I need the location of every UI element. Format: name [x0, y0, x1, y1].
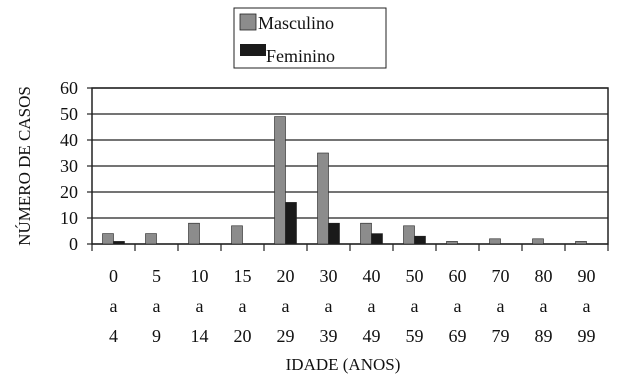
y-tick-label: 40 — [60, 130, 78, 150]
x-tick-label: 0 — [109, 266, 118, 286]
legend: Masculino Feminino — [233, 7, 387, 69]
x-tick-label: 9 — [152, 326, 161, 346]
x-tick-label: 39 — [320, 326, 338, 346]
bars — [102, 116, 587, 245]
y-tick-label: 10 — [60, 208, 78, 228]
x-tick-label: 69 — [449, 326, 467, 346]
x-tick-label: 5 — [152, 266, 161, 286]
bar-masculino-15-a-20 — [231, 225, 243, 245]
x-tick-label: 20 — [277, 266, 295, 286]
x-tick-label: 30 — [320, 266, 338, 286]
bar-feminino-30-a-39 — [328, 222, 340, 245]
x-tick-label: a — [583, 296, 591, 316]
x-axis-title: IDADE (ANOS) — [286, 355, 401, 374]
bar-masculino-50-a-59 — [403, 225, 415, 245]
x-tick-labels: 0 a 4 5 a 9 10 a 14 15 a 20 20 a 29 30 a 39 40 a 49 50 a 59 60 a 6… — [109, 266, 596, 346]
bar-masculino-60-a-69 — [446, 241, 458, 245]
y-axis-title: NÚMERO DE CASOS — [15, 86, 34, 246]
x-tick-label: a — [497, 296, 505, 316]
bar-feminino-0-a-4 — [113, 241, 125, 245]
y-tick-label: 50 — [60, 104, 78, 124]
x-tick-label: 60 — [449, 266, 467, 286]
bar-masculino-20-a-29 — [274, 116, 286, 245]
bar-masculino-5-a-9 — [145, 233, 157, 245]
y-tick-label: 0 — [69, 234, 78, 254]
legend-label-masculino: Masculino — [258, 13, 334, 33]
x-tick-label: 49 — [363, 326, 381, 346]
bar-masculino-30-a-39 — [317, 152, 329, 245]
x-tick-label: 29 — [277, 326, 295, 346]
x-tick-label: a — [454, 296, 462, 316]
bar-masculino-0-a-4 — [102, 233, 114, 245]
x-tick-label: 80 — [535, 266, 553, 286]
bar-masculino-70-a-79 — [489, 238, 501, 245]
x-tick-marks — [91, 244, 609, 251]
x-tick-label: 59 — [406, 326, 424, 346]
x-tick-label: 15 — [234, 266, 252, 286]
legend-item-masculino: Masculino — [239, 13, 334, 33]
x-tick-label: 90 — [578, 266, 596, 286]
x-tick-label: 50 — [406, 266, 424, 286]
gridlines — [92, 87, 608, 245]
x-tick-label: a — [282, 296, 290, 316]
x-tick-label: 40 — [363, 266, 381, 286]
x-tick-label: 4 — [109, 326, 118, 346]
x-tick-label: a — [110, 296, 118, 316]
bar-masculino-90-a-99 — [575, 241, 587, 245]
x-tick-label: a — [325, 296, 333, 316]
x-tick-label: a — [153, 296, 161, 316]
x-tick-label: a — [196, 296, 204, 316]
x-tick-label: 99 — [578, 326, 596, 346]
bar-masculino-10-a-14 — [188, 222, 200, 245]
x-tick-label: a — [239, 296, 247, 316]
legend-label-feminino: Feminino — [266, 46, 335, 66]
y-tick-labels: 0 10 20 30 40 50 60 — [60, 78, 92, 254]
x-tick-label: a — [368, 296, 376, 316]
x-tick-label: a — [540, 296, 548, 316]
bar-masculino-40-a-49 — [360, 222, 372, 245]
bar-feminino-20-a-29 — [285, 202, 297, 245]
bar-feminino-40-a-49 — [371, 233, 383, 245]
y-tick-label: 20 — [60, 182, 78, 202]
x-tick-label: 20 — [234, 326, 252, 346]
bar-masculino-80-a-89 — [532, 238, 544, 245]
legend-item-feminino: Feminino — [240, 44, 335, 66]
x-tick-label: 89 — [535, 326, 553, 346]
legend-swatch-feminino — [240, 44, 266, 56]
y-tick-label: 60 — [60, 78, 78, 98]
x-tick-label: 70 — [492, 266, 510, 286]
bar-feminino-50-a-59 — [414, 235, 426, 245]
x-tick-label: 10 — [191, 266, 209, 286]
y-tick-label: 30 — [60, 156, 78, 176]
x-tick-label: 14 — [191, 326, 209, 346]
legend-swatch-masculino — [239, 13, 257, 31]
x-tick-label: a — [411, 296, 419, 316]
x-tick-label: 79 — [492, 326, 510, 346]
